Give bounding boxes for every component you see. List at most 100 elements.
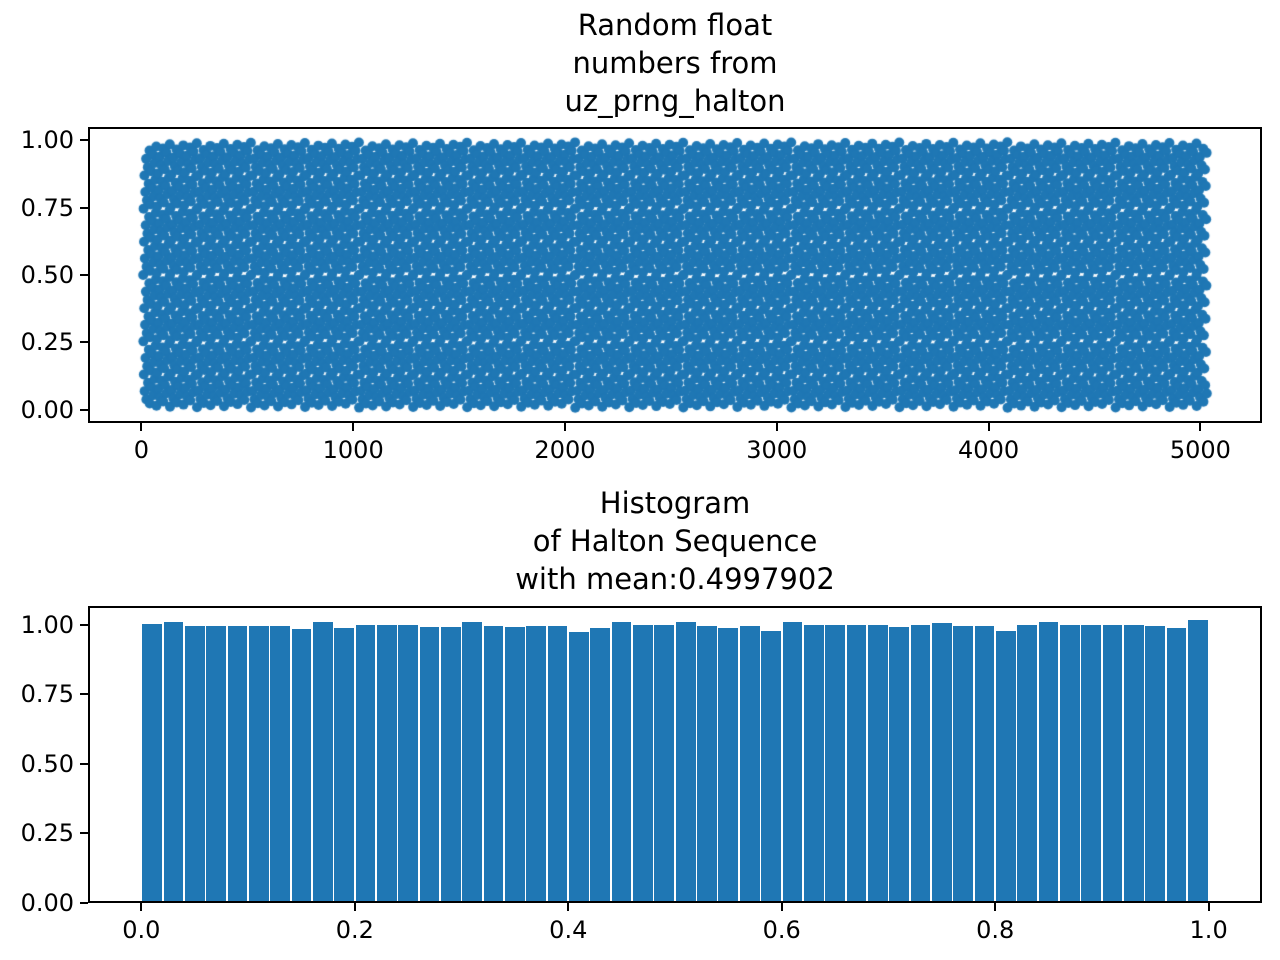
histogram-bar — [483, 626, 504, 901]
histogram-bar — [1188, 620, 1208, 901]
histogram-bar — [547, 626, 568, 901]
x-tick-mark — [1199, 423, 1202, 431]
histogram-bar — [526, 626, 547, 901]
histogram-bar — [1145, 625, 1166, 901]
y-tick-mark — [80, 341, 88, 344]
scatter-plot-title: Random float numbers from uz_prng_halton — [564, 8, 786, 118]
y-tick-mark — [80, 762, 88, 765]
histogram-bar — [910, 624, 931, 901]
histogram-bar — [1060, 624, 1080, 901]
histogram-bar — [718, 628, 739, 901]
histogram-axes — [88, 606, 1262, 903]
x-tick-mark — [994, 903, 997, 911]
x-tick-label: 0.4 — [549, 916, 588, 944]
histogram-bar — [1081, 624, 1102, 901]
scatter-axes — [88, 127, 1262, 423]
histogram-bar — [590, 627, 611, 901]
histogram-bar — [633, 624, 653, 901]
y-tick-mark — [80, 274, 88, 276]
histogram-bar — [355, 624, 376, 901]
y-tick-mark — [80, 206, 88, 209]
x-tick-mark — [353, 903, 356, 911]
x-tick-mark — [987, 423, 990, 431]
y-tick-mark — [80, 139, 88, 142]
histogram-bar — [376, 624, 397, 901]
x-tick-label: 0.0 — [122, 916, 161, 944]
x-tick-mark — [567, 903, 570, 911]
x-tick-label: 5000 — [1169, 436, 1231, 464]
histogram-bar — [206, 625, 226, 901]
x-tick-label: 2000 — [534, 436, 596, 464]
histogram-bar — [270, 625, 290, 901]
histogram-bar — [1017, 624, 1038, 901]
y-tick-label: 0.00 — [20, 889, 74, 917]
histogram-bar — [312, 622, 333, 901]
histogram-bar — [569, 631, 589, 901]
histogram-bar — [803, 624, 824, 901]
y-tick-mark — [80, 832, 88, 835]
x-tick-label: 4000 — [958, 436, 1020, 464]
histogram-bar — [889, 626, 909, 901]
x-tick-mark — [780, 903, 783, 911]
histogram-bar — [1038, 621, 1059, 901]
histogram-bar — [227, 625, 248, 901]
x-tick-mark — [352, 423, 355, 431]
histogram-bar — [825, 624, 845, 901]
x-tick-label: 3000 — [746, 436, 808, 464]
y-tick-label: 1.00 — [20, 610, 74, 639]
histogram-bar — [1166, 628, 1187, 901]
x-tick-label: 1000 — [322, 436, 384, 464]
y-tick-mark — [80, 693, 88, 696]
x-tick-label: 0.2 — [335, 916, 374, 944]
y-tick-mark — [80, 902, 88, 904]
histogram-bar — [995, 631, 1016, 901]
scatter-points-canvas — [90, 129, 1260, 421]
y-tick-label: 0.50 — [20, 749, 74, 778]
y-tick-mark — [80, 623, 88, 626]
y-tick-label: 1.00 — [20, 126, 74, 155]
y-tick-label: 0.00 — [20, 395, 74, 424]
histogram-bar — [654, 624, 675, 901]
x-tick-mark — [140, 423, 143, 431]
histogram-bar — [419, 626, 440, 901]
histogram-bar — [974, 626, 995, 901]
histogram-bar — [184, 625, 205, 901]
histogram-bar — [867, 624, 888, 901]
x-tick-mark — [563, 423, 566, 431]
histogram-bar — [782, 621, 803, 901]
histogram-bar — [142, 624, 162, 901]
x-tick-mark — [1207, 903, 1210, 911]
histogram-bar — [462, 622, 483, 901]
x-tick-label: 0.8 — [976, 916, 1015, 944]
histogram-bar — [846, 624, 867, 901]
histogram-bar — [675, 622, 696, 901]
histogram-bar — [931, 622, 952, 901]
histogram-bar — [441, 626, 461, 901]
histogram-bar — [1124, 624, 1144, 901]
histogram-bar — [334, 628, 354, 901]
histogram-bar — [697, 625, 717, 901]
histogram-bar — [739, 625, 760, 901]
x-tick-label: 0.6 — [762, 916, 801, 944]
x-tick-mark — [140, 903, 143, 911]
x-tick-mark — [775, 423, 778, 431]
histogram-bar — [761, 631, 781, 901]
x-tick-label: 0 — [133, 436, 149, 464]
y-tick-label: 0.50 — [20, 261, 74, 289]
y-tick-label: 0.75 — [20, 193, 74, 222]
histogram-bar — [398, 625, 419, 901]
histogram-bar — [163, 622, 184, 901]
histogram-bar — [953, 626, 974, 901]
histogram-bar — [1102, 624, 1123, 901]
histogram-bar — [248, 626, 269, 901]
y-tick-mark — [80, 408, 88, 411]
histogram-bar — [291, 628, 312, 901]
y-tick-label: 0.25 — [20, 819, 74, 848]
y-tick-label: 0.25 — [20, 328, 74, 357]
y-tick-label: 0.75 — [20, 680, 74, 709]
x-tick-label: 1.0 — [1189, 916, 1228, 944]
histogram-title: Histogram of Halton Sequence with mean:0… — [515, 486, 835, 596]
histogram-bar — [505, 626, 525, 901]
histogram-bar — [611, 622, 632, 901]
